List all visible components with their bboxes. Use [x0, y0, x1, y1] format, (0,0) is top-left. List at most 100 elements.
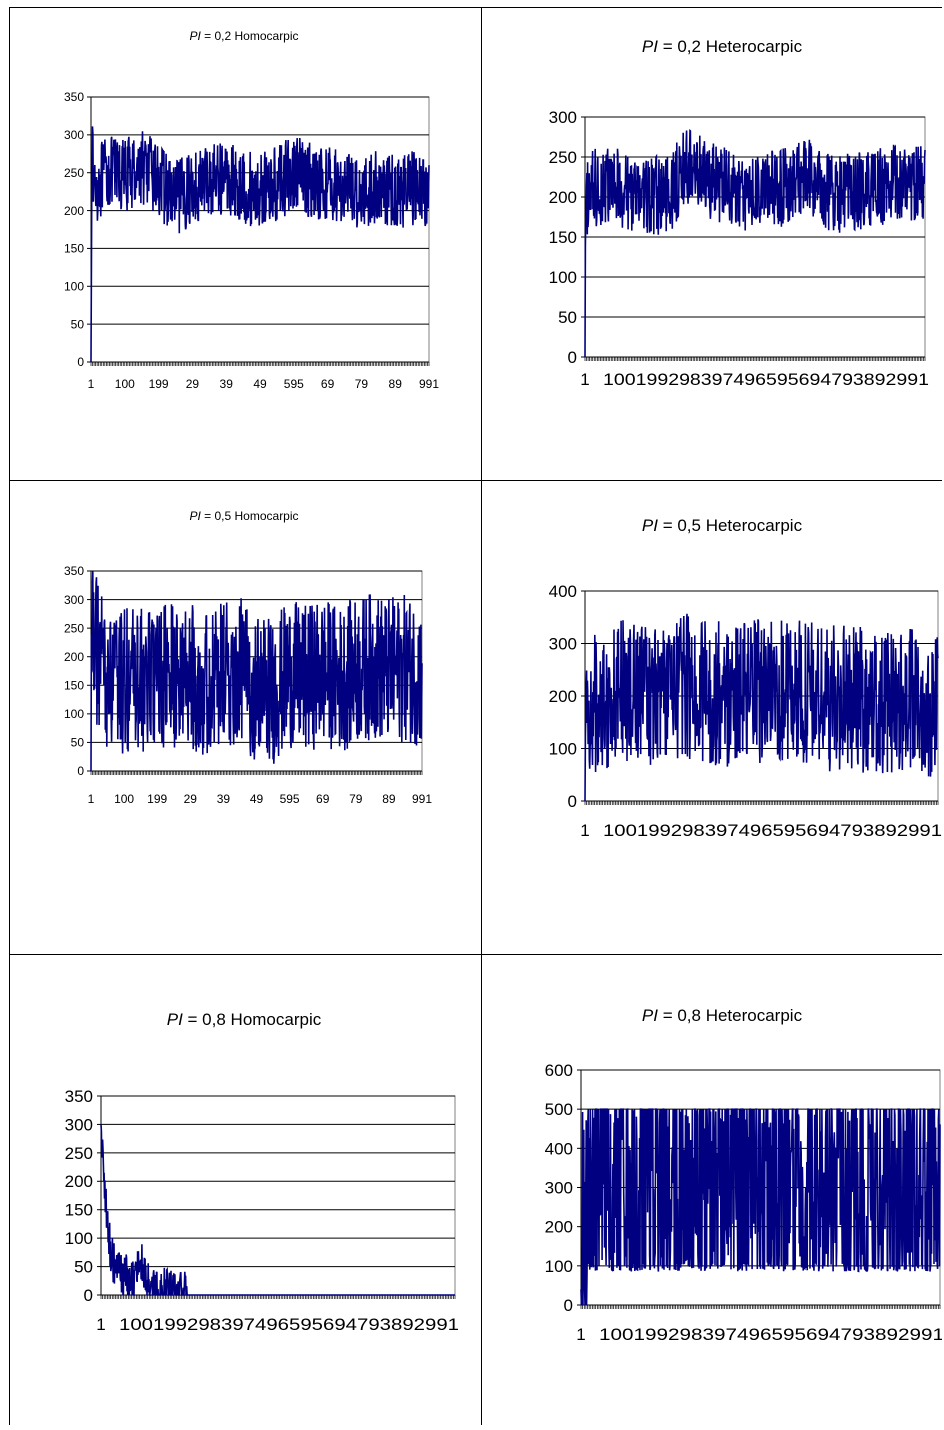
x-tick-label: 199: [147, 792, 167, 806]
y-tick-label: 200: [549, 188, 577, 207]
x-tick-label: 100: [115, 377, 135, 391]
x-tick-label: 69: [316, 792, 330, 806]
y-tick-label: 350: [64, 564, 84, 578]
y-tick-label: 400: [549, 582, 577, 601]
chart-pi-02-heterocarpic: PI = 0,2 Heterocarpic 0 50 100 150 200 250 300 1…: [549, 37, 929, 389]
y-tick-label: 300: [545, 1178, 573, 1197]
x-tick-label: 89: [382, 792, 396, 806]
chart-title-rest: = 0,8 Homocarpic: [183, 1010, 322, 1029]
y-tick-label: 50: [558, 308, 577, 327]
chart-title-var: PI: [167, 1010, 183, 1029]
y-tick-label: 200: [549, 687, 577, 706]
grid-border-row2: [9, 954, 942, 955]
y-tick-label: 300: [549, 634, 577, 653]
chart-title: PI = 0,8 Homocarpic: [167, 1010, 322, 1029]
y-tick-label: 100: [549, 739, 577, 758]
x-tick-label: 100199298397496595694793892991: [603, 821, 942, 840]
y-tick-label: 0: [84, 1286, 93, 1305]
y-tick-label: 350: [65, 1087, 93, 1106]
y-tick-label: 200: [64, 204, 84, 218]
y-tick-label: 300: [64, 128, 84, 142]
chart-pi-05-homocarpic: PI = 0,5 Homocarpic 0 50 100 150 200 250 300 350…: [64, 509, 432, 806]
series-line: [90, 126, 430, 363]
y-tick-label: 150: [549, 228, 577, 247]
x-tick-label: 991: [419, 377, 439, 391]
x-tick-label: 89: [389, 377, 403, 391]
x-tick-label: 1: [580, 821, 589, 840]
chart-pi-02-homocarpic: PI = 0,2 Homocarpic 0 50 100 150 200 250 300 350…: [64, 29, 439, 391]
series-line: [90, 570, 423, 772]
y-tick-label: 600: [545, 1061, 573, 1080]
y-tick-label: 200: [545, 1218, 573, 1237]
x-tick-label: 79: [355, 377, 369, 391]
y-tick-label: 50: [71, 736, 85, 750]
chart-title: PI = 0,8 Heterocarpic: [642, 1006, 803, 1025]
x-tick-label: 1: [580, 370, 589, 389]
x-tick-label: 1: [88, 792, 95, 806]
y-tick-label: 250: [549, 148, 577, 167]
chart-title-rest: = 0,2 Homocarpic: [201, 29, 299, 43]
x-tick-label: 1: [576, 1325, 585, 1344]
plot-area: [100, 1095, 456, 1296]
y-tick-label: 150: [65, 1201, 93, 1220]
y-tick-label: 100: [545, 1257, 573, 1276]
x-tick-label: 39: [217, 792, 231, 806]
y-tick-label: 0: [564, 1296, 573, 1315]
y-tick-label: 250: [64, 621, 84, 635]
y-tick-label: 300: [65, 1115, 93, 1134]
chart-title-var: PI: [642, 37, 658, 56]
x-tick-label: 49: [253, 377, 267, 391]
chart-cell-1: PI = 0,2 Homocarpic 0 50 100 150 200 250 300 350…: [9, 7, 481, 480]
y-tick-label: 100: [549, 268, 577, 287]
chart-pi-08-homocarpic: PI = 0,8 Homocarpic 0 50 100 150 200 250 300 350…: [65, 1010, 459, 1334]
x-tick-label: 39: [220, 377, 234, 391]
y-tick-label: 300: [549, 108, 577, 127]
chart-title: PI = 0,5 Heterocarpic: [642, 516, 803, 535]
y-tick-label: 0: [77, 355, 84, 369]
x-tick-label: 595: [280, 792, 300, 806]
y-tick-label: 500: [545, 1100, 573, 1119]
y-tick-label: 100: [64, 707, 84, 721]
chart-title-var: PI: [642, 516, 658, 535]
chart-title-rest: = 0,5 Heterocarpic: [658, 516, 803, 535]
y-tick-label: 0: [568, 792, 577, 811]
chart-pi-08-heterocarpic: PI = 0,8 Heterocarpic 0 100 200 300 400 500 600…: [545, 1006, 944, 1344]
x-tick-label: 100199298397496595694793892991: [603, 370, 929, 389]
y-tick-label: 150: [64, 242, 84, 256]
grid-border-left: [9, 7, 10, 1425]
y-tick-label: 0: [568, 348, 577, 367]
x-tick-label: 1: [96, 1315, 105, 1334]
chart-title-rest: = 0,5 Homocarpic: [201, 509, 299, 523]
y-tick-label: 200: [64, 650, 84, 664]
x-tick-label: 595: [284, 377, 304, 391]
y-tick-label: 200: [65, 1172, 93, 1191]
chart-title: PI = 0,2 Heterocarpic: [642, 37, 803, 56]
grid-border-middle: [481, 7, 482, 1425]
chart-pi-05-heterocarpic: PI = 0,5 Heterocarpic 0 100 200 300 400 1 10019…: [549, 516, 942, 840]
grid-border-top: [9, 7, 942, 8]
chart-title: PI = 0,5 Homocarpic: [189, 509, 298, 523]
chart-cell-3: PI = 0,5 Homocarpic 0 50 100 150 200 250 300 350…: [9, 481, 481, 954]
x-tick-label: 100199298397496595694793892991: [599, 1325, 942, 1344]
y-tick-label: 100: [65, 1229, 93, 1248]
x-tick-label: 100: [114, 792, 134, 806]
x-tick-label: 29: [186, 377, 200, 391]
chart-cell-4: PI = 0,5 Heterocarpic 0 100 200 300 400 1 10019…: [482, 481, 942, 954]
y-tick-label: 100: [64, 279, 84, 293]
y-tick-label: 150: [64, 678, 84, 692]
y-tick-label: 250: [65, 1144, 93, 1163]
chart-grid: PI = 0,2 Homocarpic 0 50 100 150 200 250 300 350…: [9, 7, 944, 1425]
chart-title-rest: = 0,8 Heterocarpic: [658, 1006, 803, 1025]
series-line: [580, 1107, 941, 1306]
y-tick-label: 300: [64, 593, 84, 607]
x-tick-label: 29: [184, 792, 198, 806]
chart-cell-6: PI = 0,8 Heterocarpic 0 100 200 300 400 500 600…: [482, 955, 944, 1425]
y-tick-label: 50: [74, 1258, 93, 1277]
chart-title: PI = 0,2 Homocarpic: [189, 29, 298, 43]
y-tick-label: 50: [71, 317, 85, 331]
x-tick-label: 1: [88, 377, 95, 391]
series-line: [584, 613, 939, 802]
x-tick-label: 991: [412, 792, 432, 806]
series-line: [100, 1124, 455, 1296]
grid-border-row1: [9, 480, 942, 481]
